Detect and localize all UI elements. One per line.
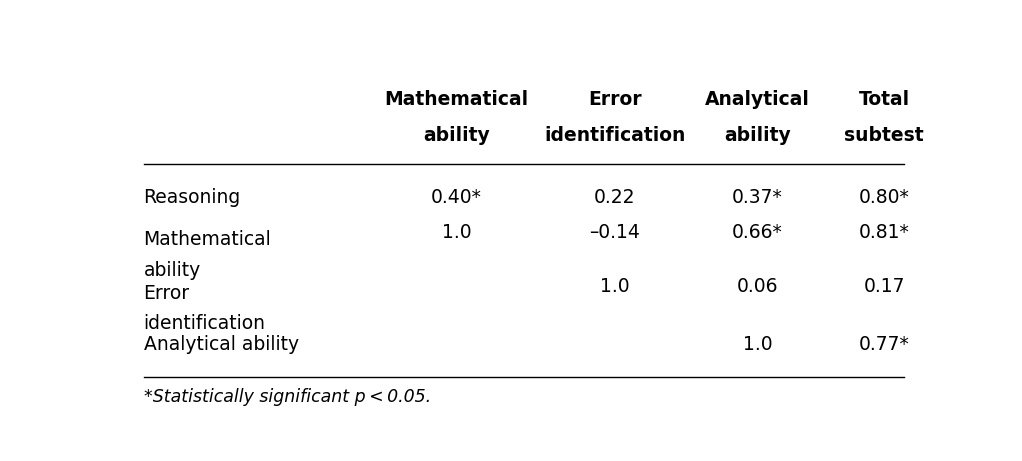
- Text: identification: identification: [544, 126, 686, 145]
- Text: 0.37*: 0.37*: [732, 188, 783, 207]
- Text: 1.0: 1.0: [442, 223, 471, 242]
- Text: Reasoning: Reasoning: [143, 188, 241, 207]
- Text: 0.66*: 0.66*: [732, 223, 783, 242]
- Text: Analytical: Analytical: [705, 90, 809, 109]
- Text: Error: Error: [588, 90, 642, 109]
- Text: –0.14: –0.14: [590, 223, 641, 242]
- Text: 0.06: 0.06: [737, 277, 778, 296]
- Text: *Statistically significant p < 0.05.: *Statistically significant p < 0.05.: [143, 388, 430, 406]
- Text: Mathematical: Mathematical: [384, 90, 528, 109]
- Text: ability: ability: [143, 260, 201, 279]
- Text: ability: ability: [423, 126, 490, 145]
- Text: Error: Error: [143, 284, 190, 303]
- Text: 1.0: 1.0: [743, 335, 773, 354]
- Text: 0.40*: 0.40*: [431, 188, 482, 207]
- Text: 0.77*: 0.77*: [858, 335, 910, 354]
- Text: subtest: subtest: [844, 126, 924, 145]
- Text: 0.17: 0.17: [864, 277, 904, 296]
- Text: 1.0: 1.0: [600, 277, 630, 296]
- Text: 0.22: 0.22: [594, 188, 636, 207]
- Text: Mathematical: Mathematical: [143, 230, 272, 249]
- Text: ability: ability: [724, 126, 791, 145]
- Text: Analytical ability: Analytical ability: [143, 335, 298, 354]
- Text: 0.80*: 0.80*: [858, 188, 910, 207]
- Text: identification: identification: [143, 314, 266, 333]
- Text: 0.81*: 0.81*: [858, 223, 910, 242]
- Text: Total: Total: [858, 90, 910, 109]
